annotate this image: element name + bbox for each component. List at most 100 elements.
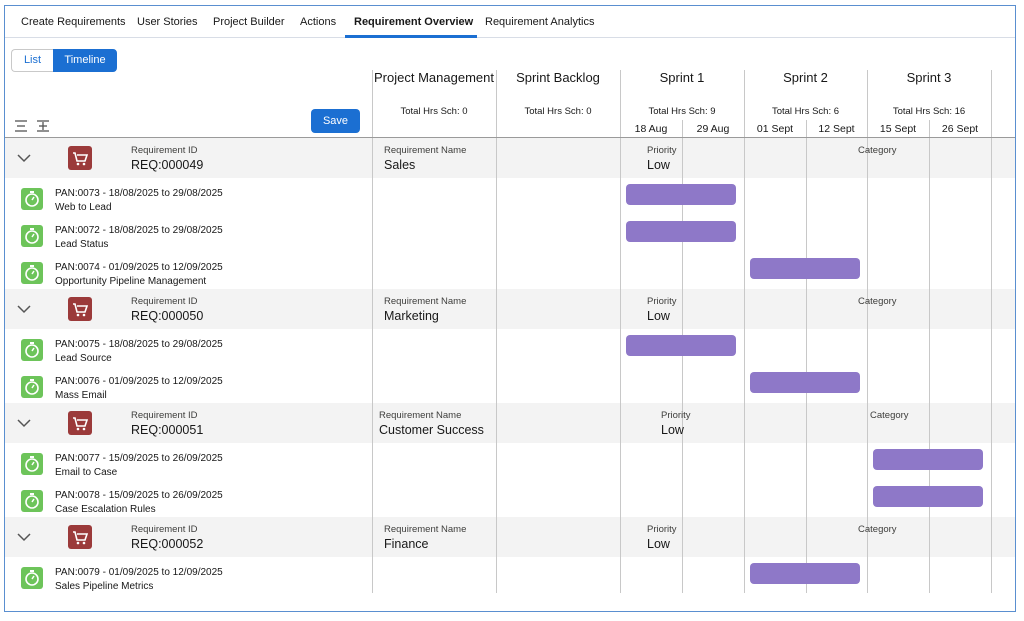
grid-divider: [496, 70, 497, 593]
priority-value: Low: [647, 537, 670, 551]
req-name-label: Requirement Name: [379, 410, 462, 421]
req-name-label: Requirement Name: [384, 145, 467, 156]
req-id-value: REQ:000049: [131, 158, 204, 172]
hrs-sprint-1: Total Hrs Sch: 9: [648, 106, 716, 117]
task-dates: PAN:0076 - 01/09/2025 to 12/09/2025: [55, 376, 223, 387]
stopwatch-icon: [21, 262, 43, 284]
task-name: Email to Case: [55, 467, 118, 478]
priority-label: Priority: [647, 145, 677, 156]
req-name-value: Sales: [384, 158, 416, 172]
cart-icon: [68, 297, 92, 321]
date-sprint-3-start: 15 Sept: [879, 123, 917, 135]
requirement-overview-panel: Create Requirements User Stories Project…: [4, 5, 1016, 612]
date-sprint-3-end: 26 Sept: [941, 123, 979, 135]
expand-all-icon[interactable]: [36, 119, 50, 133]
priority-label: Priority: [647, 296, 677, 307]
chevron-down-icon[interactable]: [16, 531, 32, 543]
timeline-view-button[interactable]: Timeline: [53, 49, 117, 72]
header-divider: [5, 137, 1015, 138]
tab-requirement-overview[interactable]: Requirement Overview: [354, 16, 474, 28]
task-dates: PAN:0077 - 15/09/2025 to 26/09/2025: [55, 453, 223, 464]
req-name-value: Finance: [384, 537, 429, 551]
task-dates: PAN:0074 - 01/09/2025 to 12/09/2025: [55, 262, 223, 273]
req-id-value: REQ:000052: [131, 537, 204, 551]
stopwatch-icon: [21, 339, 43, 361]
task-name: Lead Source: [55, 353, 112, 364]
requirement-row: [5, 138, 1015, 178]
req-id-label: Requirement ID: [131, 524, 198, 535]
save-button[interactable]: Save: [311, 109, 360, 133]
tab-bar: Create Requirements User Stories Project…: [5, 6, 1015, 38]
priority-label: Priority: [661, 410, 691, 421]
chevron-down-icon[interactable]: [16, 417, 32, 429]
stopwatch-icon: [21, 225, 43, 247]
hrs-sprint-2: Total Hrs Sch: 6: [771, 106, 840, 117]
priority-label: Priority: [647, 524, 677, 535]
task-dates: PAN:0072 - 18/08/2025 to 29/08/2025: [55, 225, 223, 236]
tab-create-requirements[interactable]: Create Requirements: [21, 16, 126, 28]
cart-icon: [68, 525, 92, 549]
column-title-sprint-1: Sprint 1: [659, 70, 705, 85]
grid-subdivider: [682, 120, 683, 593]
task-name: Case Escalation Rules: [55, 504, 156, 515]
task-name: Opportunity Pipeline Management: [55, 276, 207, 287]
req-id-label: Requirement ID: [131, 296, 198, 307]
tab-project-builder[interactable]: Project Builder: [213, 16, 285, 28]
active-tab-indicator: [345, 35, 477, 38]
tab-requirement-analytics[interactable]: Requirement Analytics: [485, 16, 595, 28]
grid-divider: [991, 70, 992, 593]
grid-divider: [372, 70, 373, 593]
grid-subdivider: [929, 120, 930, 593]
task-name: Lead Status: [55, 239, 109, 250]
hrs-sprint-3: Total Hrs Sch: 16: [892, 106, 966, 117]
cart-icon: [68, 146, 92, 170]
requirement-row: [5, 517, 1015, 557]
task-bar[interactable]: [873, 449, 983, 470]
stopwatch-icon: [21, 376, 43, 398]
task-bar[interactable]: [750, 563, 860, 584]
column-title-sprint-backlog: Sprint Backlog: [516, 70, 600, 85]
date-sprint-1-start: 18 Aug: [634, 123, 668, 135]
req-name-label: Requirement Name: [384, 296, 467, 307]
stopwatch-icon: [21, 188, 43, 210]
date-sprint-2-start: 01 Sept: [756, 123, 794, 135]
grid-divider: [620, 70, 621, 593]
task-dates: PAN:0079 - 01/09/2025 to 12/09/2025: [55, 567, 223, 578]
task-dates: PAN:0075 - 18/08/2025 to 29/08/2025: [55, 339, 223, 350]
stopwatch-icon: [21, 567, 43, 589]
req-name-value: Customer Success: [379, 423, 484, 437]
grid-divider: [867, 70, 868, 593]
task-name: Sales Pipeline Metrics: [55, 581, 154, 592]
task-dates: PAN:0078 - 15/09/2025 to 26/09/2025: [55, 490, 223, 501]
date-sprint-1-end: 29 Aug: [696, 123, 730, 135]
task-bar[interactable]: [750, 372, 860, 393]
task-name: Web to Lead: [55, 202, 112, 213]
collapse-all-icon[interactable]: [14, 119, 28, 133]
requirement-row: [5, 403, 1015, 443]
priority-value: Low: [647, 309, 670, 323]
task-name: Mass Email: [55, 390, 107, 401]
task-bar[interactable]: [750, 258, 860, 279]
req-name-label: Requirement Name: [384, 524, 467, 535]
chevron-down-icon[interactable]: [16, 303, 32, 315]
tab-actions[interactable]: Actions: [300, 16, 337, 28]
chevron-down-icon[interactable]: [16, 152, 32, 164]
req-id-label: Requirement ID: [131, 410, 198, 421]
category-label: Category: [858, 296, 897, 307]
task-bar[interactable]: [626, 184, 736, 205]
list-view-button[interactable]: List: [11, 49, 53, 72]
column-title-sprint-2: Sprint 2: [783, 70, 828, 85]
category-label: Category: [870, 410, 909, 421]
task-bar[interactable]: [873, 486, 983, 507]
req-id-value: REQ:000051: [131, 423, 204, 437]
task-bar[interactable]: [626, 335, 736, 356]
task-bar[interactable]: [626, 221, 736, 242]
priority-value: Low: [661, 423, 684, 437]
category-label: Category: [858, 524, 897, 535]
stopwatch-icon: [21, 453, 43, 475]
column-title-sprint-3: Sprint 3: [906, 70, 952, 85]
priority-value: Low: [647, 158, 670, 172]
tab-user-stories[interactable]: User Stories: [137, 16, 198, 28]
category-label: Category: [858, 145, 897, 156]
cart-icon: [68, 411, 92, 435]
